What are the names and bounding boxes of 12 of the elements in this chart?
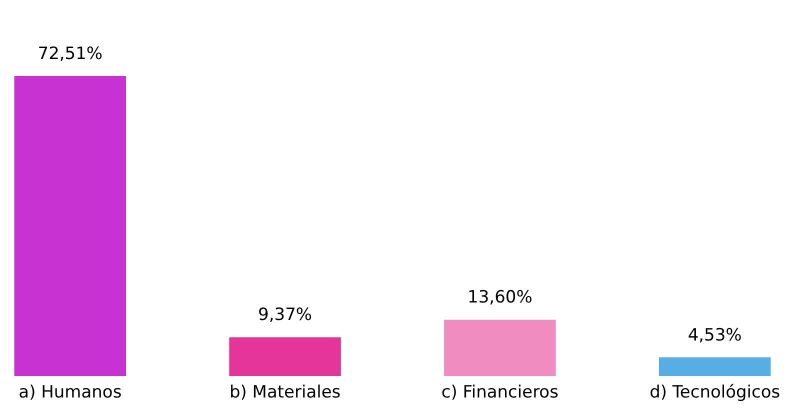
bar — [229, 337, 341, 376]
x-tick-label: a) Humanos — [18, 382, 122, 402]
x-tick-label: b) Materiales — [229, 382, 341, 402]
x-tick-label: d) Tecnológicos — [650, 382, 780, 402]
data-label: 72,51% — [38, 44, 103, 64]
bar — [444, 320, 556, 376]
data-label: 13,60% — [468, 288, 532, 308]
bar — [14, 76, 126, 376]
data-label: 9,37% — [258, 305, 312, 326]
bar — [658, 357, 771, 376]
x-tick-label: c) Financieros — [441, 382, 559, 402]
data-label: 4,53% — [688, 325, 742, 346]
